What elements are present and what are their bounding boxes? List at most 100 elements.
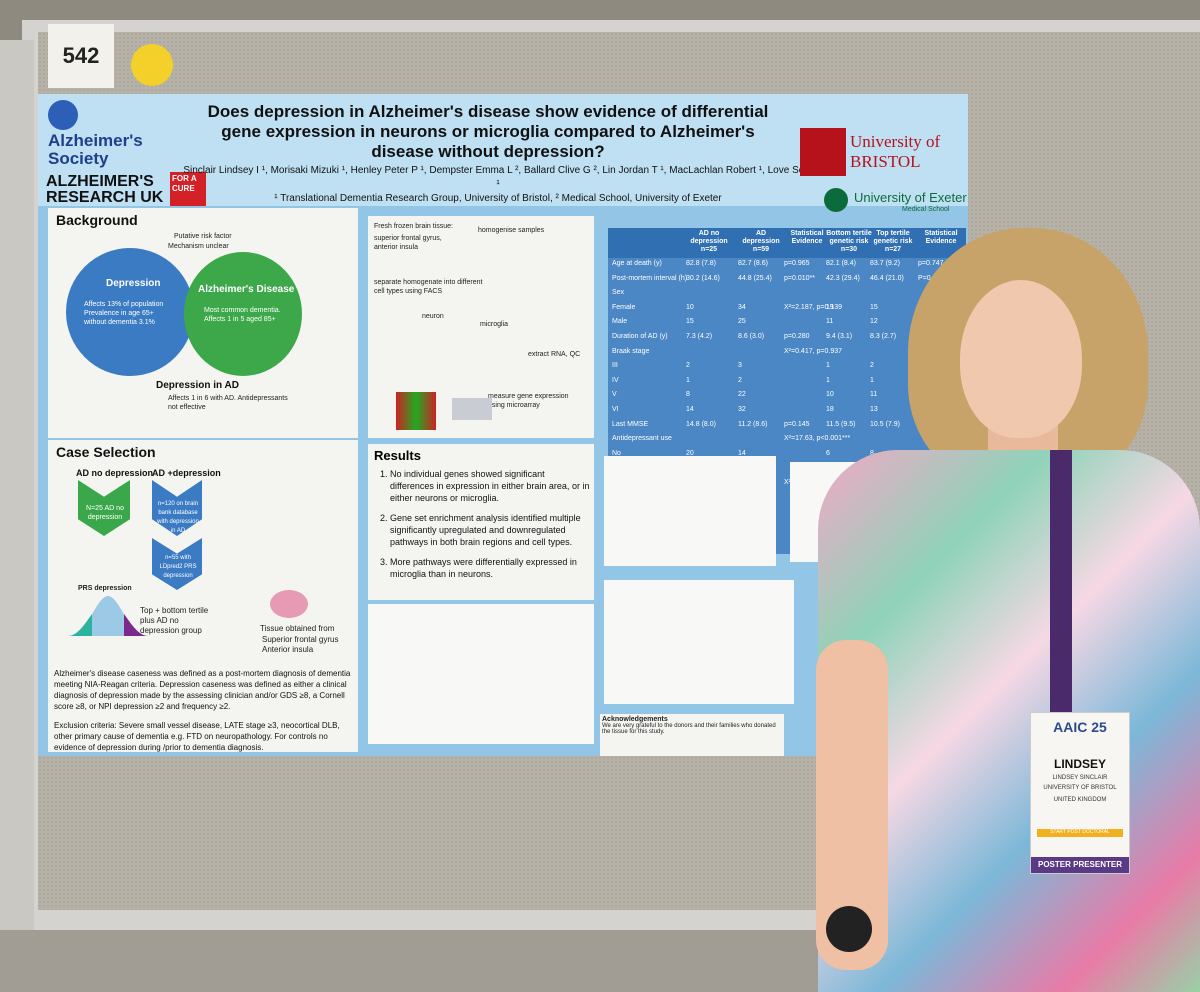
methods-text: neuron (422, 313, 444, 320)
table-row: Post-mortem interval (h) 30.2 (14.6) 44.8 … (608, 275, 966, 284)
table-row: III 2 3 1 2 (608, 362, 966, 371)
methods-text: Fresh frozen brain tissue: (374, 223, 453, 230)
section-heading: Background (56, 212, 138, 228)
table-row: Male 15 25 11 12 (608, 318, 966, 327)
ad-label: Alzheimer's Disease (198, 284, 295, 295)
table-cell: 2 (686, 362, 690, 370)
table-cell: 83.7 (9.2) (870, 260, 900, 267)
aruk-logo: ALZHEIMER'S RESEARCH UK FOR A CURE (46, 172, 206, 206)
table-cell: VI (612, 406, 619, 413)
prs-distribution-icon (68, 596, 148, 636)
table-cell: 82.8 (7.8) (686, 260, 716, 267)
table-header-cell: AD no depression n=25 (690, 230, 728, 253)
dia-text: Affects 1 in 6 with AD. Antidepressants … (168, 395, 288, 411)
logo-text: Alzheimer's (48, 131, 143, 150)
table-row: Female 10 34 X²=2.187, p=0.139 19 15 (608, 304, 966, 313)
smartwatch-icon (826, 906, 872, 952)
table-cell: 15 (686, 318, 694, 326)
table-cell: 46.4 (21.0) (870, 274, 904, 282)
table-row: Last MMSE 14.8 (8.0) 11.2 (8.6) p=0.145 11.5… (608, 421, 966, 430)
affiliations: ¹ Translational Dementia Research Group,… (274, 193, 722, 204)
caseness-note: Alzheimer's disease caseness was defined… (54, 669, 351, 711)
table-cell: 13 (870, 406, 878, 413)
brain-icon (270, 590, 308, 618)
table-cell: 11.5 (9.5) (826, 420, 856, 428)
ad-circle (184, 252, 302, 376)
table-header-cell: Statistical Evidence (924, 230, 958, 245)
table-header-cell: AD depression n=59 (742, 230, 780, 253)
table-header-cell: Statistical Evidence (790, 230, 824, 245)
badge-fullname: LINDSEY SINCLAIR (1052, 775, 1108, 781)
table-row: Duration of AD (y) 7.3 (4.2) 8.6 (3.0) p=0.… (608, 333, 966, 342)
table-row: V 8 22 10 11 (608, 391, 966, 400)
lanyard (1050, 450, 1072, 730)
table-cell: 18 (826, 406, 834, 413)
table-cell: X²=2.187, p=0.139 (784, 303, 842, 311)
poster-header: Alzheimer's Society ALZHEIMER'S RESEARCH… (38, 94, 968, 213)
table-cell: No (612, 449, 621, 457)
table-cell: 11 (870, 391, 878, 399)
results-panel: Results No individual genes showed signi… (368, 444, 594, 600)
dia-label: Depression in AD (156, 380, 239, 391)
table-row: Antidepressant use X²=17.63, p<0.001*** (608, 435, 966, 444)
table-cell: 44.8 (25.4) (738, 274, 772, 282)
case-count: n=120 on brain bank database with depres… (157, 501, 199, 534)
case-label: AD no depression (76, 468, 154, 478)
tissue-region: Superior frontal gyrus (262, 635, 339, 644)
crest-icon (800, 128, 846, 176)
badge-event: AAIC 25 (1053, 719, 1107, 735)
table-cell: 8 (686, 391, 690, 399)
table-cell: 14 (738, 449, 746, 457)
case-label: AD +depression (152, 468, 221, 478)
forget-me-not-icon (48, 100, 78, 130)
alzheimers-society-logo: Alzheimer's Society (48, 100, 168, 168)
table-cell: p=0.145 (784, 420, 810, 428)
mechanism-label: Mechanism unclear (168, 243, 229, 250)
table-cell: 20 (686, 449, 694, 457)
methods-text: extract RNA, QC (528, 351, 581, 358)
risk-label: Putative risk factor (174, 233, 232, 240)
methods-text: homogenise samples (478, 227, 545, 234)
table-cell: 25 (738, 318, 746, 326)
logo-subtext: Medical School (902, 206, 950, 213)
table-header-cell: Bottom tertile genetic risk n=30 (826, 230, 872, 253)
author-list: Sinclair Lindsey I ¹, Morisaki Mizuki ¹,… (183, 165, 813, 190)
case-count: n=55 with LDpred2 PRS depression (159, 555, 197, 579)
table-row: VI 14 32 18 13 (608, 406, 966, 415)
table-cell: 2 (738, 376, 742, 384)
results-list: No individual genes showed significant d… (372, 468, 590, 588)
research-poster: Alzheimer's Society ALZHEIMER'S RESEARCH… (38, 94, 968, 756)
table-cell: 1 (826, 376, 830, 384)
depression-circle (66, 248, 194, 376)
table-row: Sex (608, 289, 966, 298)
seal-icon (824, 188, 848, 212)
badge-org: UNIVERSITY OF BRISTOL (1043, 785, 1117, 791)
table-cell: 1 (826, 362, 830, 370)
name-badge: AAIC 25 LINDSEY LINDSEY SINCLAIR UNIVERS… (1030, 712, 1130, 874)
yellow-sticker (131, 44, 173, 86)
table-cell: 19 (826, 303, 834, 311)
methods-panel: Fresh frozen brain tissue: superior fron… (368, 216, 594, 438)
table-cell: X²=0.417, p=0.937 (784, 347, 842, 355)
table-cell: V (612, 391, 617, 399)
logo-badge: FOR A CURE (170, 172, 206, 206)
table-row: IV 1 2 1 1 (608, 377, 966, 386)
table-cell: 6 (826, 449, 830, 457)
table-header-cell: Top tertile genetic risk n=27 (873, 230, 913, 253)
table-cell: IV (612, 376, 619, 384)
table-cell: 1 (870, 376, 874, 384)
logo-text: RESEARCH UK (46, 189, 164, 206)
table-cell: 3 (738, 362, 742, 370)
list-item: No individual genes showed significant d… (390, 468, 590, 504)
table-cell: p=0.010** (784, 274, 815, 282)
table-cell: Male (612, 318, 628, 326)
table-cell: 9.4 (3.1) (826, 333, 853, 340)
badge-tag: START POST DOCTORAL (1037, 829, 1123, 837)
table-cell: p=0.965 (784, 260, 810, 267)
logo-line: University of (850, 132, 941, 151)
table-cell: 10 (826, 391, 834, 399)
badge-country: UNITED KINGDOM (1053, 797, 1107, 803)
section-heading: Results (374, 448, 421, 463)
table-cell: III (612, 362, 618, 370)
enrichment-plot (604, 456, 776, 566)
